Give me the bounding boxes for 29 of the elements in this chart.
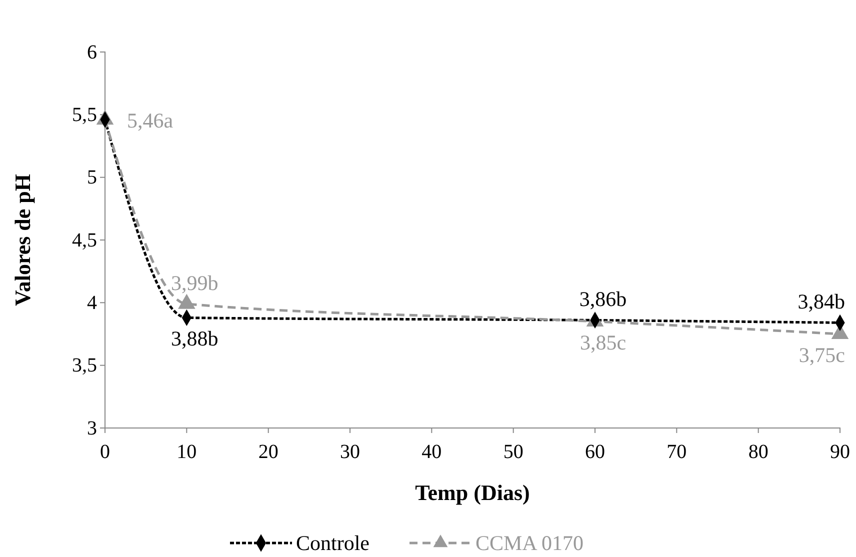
- y-axis-title: Valores de pH: [10, 174, 35, 306]
- data-label: 3,88b: [171, 326, 218, 351]
- x-tick-label: 70: [666, 441, 687, 463]
- data-label: 3,84b: [798, 290, 845, 314]
- y-tick-label: 3: [87, 417, 97, 440]
- data-label: 3,99b: [171, 270, 218, 295]
- x-tick-label: 50: [503, 441, 524, 463]
- x-tick-label: 60: [585, 441, 605, 463]
- x-tick-label: 90: [830, 441, 850, 463]
- data-label: 3,75c: [798, 343, 845, 367]
- y-tick-label: 4,5: [72, 229, 97, 252]
- x-tick-label: 0: [100, 441, 110, 463]
- x-tick-label: 30: [340, 441, 360, 463]
- x-tick-label: 10: [176, 441, 197, 463]
- y-tick-label: 3,5: [72, 354, 97, 377]
- y-tick-label: 4: [87, 292, 97, 314]
- y-tick-label: 5: [87, 166, 97, 189]
- y-tick-label: 5,5: [72, 104, 97, 126]
- data-label: 3,86b: [579, 287, 627, 312]
- data-label: 5,46a: [127, 108, 174, 133]
- legend-label: CCMA 0170: [476, 531, 584, 555]
- y-tick-label: 6: [87, 41, 97, 64]
- x-tick-label: 40: [422, 441, 442, 463]
- x-tick-label: 80: [748, 441, 768, 463]
- x-axis-title: Temp (Dias): [415, 480, 530, 505]
- data-label: 3,85c: [580, 330, 626, 354]
- x-tick-label: 20: [258, 441, 278, 463]
- point: [178, 294, 196, 309]
- legend-label: Controle: [296, 531, 370, 555]
